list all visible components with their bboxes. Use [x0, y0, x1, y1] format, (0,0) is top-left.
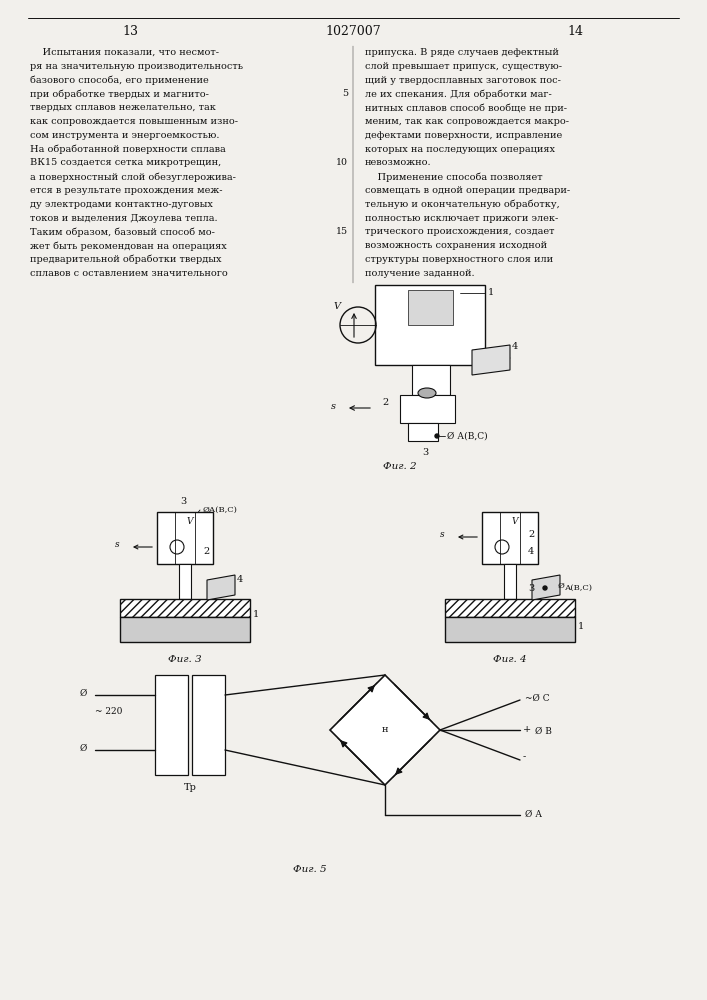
Text: 2: 2 — [203, 547, 209, 556]
Text: дефектами поверхности, исправление: дефектами поверхности, исправление — [365, 131, 562, 140]
Text: 1027007: 1027007 — [325, 25, 381, 38]
Circle shape — [543, 586, 547, 590]
Text: Ø А(В,С): Ø А(В,С) — [447, 432, 488, 441]
Text: ~ 220: ~ 220 — [95, 707, 122, 716]
Text: трического происхождения, создает: трического происхождения, создает — [365, 227, 554, 236]
Text: -: - — [523, 752, 526, 761]
Text: Ø В: Ø В — [535, 727, 552, 736]
Text: 14: 14 — [567, 25, 583, 38]
Text: сом инструмента и энергоемкостью.: сом инструмента и энергоемкостью. — [30, 131, 219, 140]
Text: Таким образом, базовый способ мо-: Таким образом, базовый способ мо- — [30, 227, 215, 237]
Text: при обработке твердых и магнито-: при обработке твердых и магнито- — [30, 89, 209, 99]
Text: структуры поверхностного слоя или: структуры поверхностного слоя или — [365, 255, 553, 264]
Text: щий у твердосплавных заготовок пос-: щий у твердосплавных заготовок пос- — [365, 76, 561, 85]
Text: предварительной обработки твердых: предварительной обработки твердых — [30, 255, 221, 264]
Bar — [504, 564, 516, 599]
Text: 3: 3 — [422, 448, 428, 457]
Text: нитных сплавов способ вообще не при-: нитных сплавов способ вообще не при- — [365, 103, 567, 113]
Ellipse shape — [418, 388, 436, 398]
Text: ØА(В,С): ØА(В,С) — [203, 506, 238, 514]
Text: возможность сохранения исходной: возможность сохранения исходной — [365, 241, 547, 250]
Text: 3: 3 — [180, 497, 186, 506]
Text: ря на значительную производительность: ря на значительную производительность — [30, 62, 243, 71]
Text: +: + — [523, 725, 531, 734]
Text: тельную и окончательную обработку,: тельную и окончательную обработку, — [365, 200, 560, 209]
Polygon shape — [472, 345, 510, 375]
Text: 5: 5 — [342, 89, 348, 98]
Text: Ø: Ø — [80, 689, 87, 698]
Text: ле их спекания. Для обработки маг-: ле их спекания. Для обработки маг- — [365, 89, 551, 99]
Text: Фиг. 3: Фиг. 3 — [168, 655, 201, 664]
Text: 10: 10 — [336, 158, 348, 167]
Bar — [408, 290, 453, 325]
Text: которых на последующих операциях: которых на последующих операциях — [365, 145, 555, 154]
Bar — [120, 617, 250, 642]
Text: s: s — [440, 530, 445, 539]
Text: А(В,С): А(В,С) — [565, 584, 593, 592]
Text: V: V — [512, 517, 518, 526]
Bar — [120, 599, 250, 617]
Bar — [408, 423, 438, 441]
Text: совмещать в одной операции предвари-: совмещать в одной операции предвари- — [365, 186, 570, 195]
Bar — [157, 512, 213, 564]
Bar — [412, 365, 450, 395]
Text: 2: 2 — [382, 398, 388, 407]
Text: а поверхностный слой обезуглерожива-: а поверхностный слой обезуглерожива- — [30, 172, 236, 182]
Text: меним, так как сопровождается макро-: меним, так как сопровождается макро- — [365, 117, 569, 126]
Text: базового способа, его применение: базового способа, его применение — [30, 76, 209, 85]
Text: полностью исключает прижоги элек-: полностью исключает прижоги элек- — [365, 214, 559, 223]
Text: 13: 13 — [122, 25, 138, 38]
Text: На обработанной поверхности сплава: На обработанной поверхности сплава — [30, 145, 226, 154]
Text: 1: 1 — [253, 610, 259, 619]
Text: 2: 2 — [528, 530, 534, 539]
Text: как сопровождается повышенным изно-: как сопровождается повышенным изно- — [30, 117, 238, 126]
Bar — [375, 285, 485, 365]
Text: припуска. В ряде случаев дефектный: припуска. В ряде случаев дефектный — [365, 48, 559, 57]
Text: жет быть рекомендован на операциях: жет быть рекомендован на операциях — [30, 241, 227, 251]
Text: невозможно.: невозможно. — [365, 158, 432, 167]
Text: V: V — [334, 302, 341, 311]
Text: Фиг. 4: Фиг. 4 — [493, 655, 527, 664]
Text: получение заданной.: получение заданной. — [365, 269, 474, 278]
Text: токов и выделения Джоулева тепла.: токов и выделения Джоулева тепла. — [30, 214, 218, 223]
Text: Ø А: Ø А — [525, 810, 542, 819]
Bar — [445, 599, 575, 617]
Text: 1: 1 — [488, 288, 494, 297]
Bar — [482, 512, 538, 564]
Polygon shape — [207, 575, 235, 600]
Text: н: н — [382, 726, 388, 734]
Text: 3: 3 — [528, 584, 534, 593]
Text: ется в результате прохождения меж-: ется в результате прохождения меж- — [30, 186, 223, 195]
Text: твердых сплавов нежелательно, так: твердых сплавов нежелательно, так — [30, 103, 216, 112]
Text: Ø: Ø — [80, 744, 87, 753]
Text: Испытания показали, что несмот-: Испытания показали, что несмот- — [30, 48, 219, 57]
Text: s: s — [115, 540, 119, 549]
Bar — [179, 564, 191, 599]
Text: Фиг. 2: Фиг. 2 — [383, 462, 417, 471]
Text: V: V — [187, 517, 194, 526]
Text: 4: 4 — [512, 342, 518, 351]
Text: 4: 4 — [237, 575, 243, 584]
Text: ду электродами контактно-дуговых: ду электродами контактно-дуговых — [30, 200, 213, 209]
Text: 15: 15 — [336, 227, 348, 236]
Text: ВК15 создается сетка микротрещин,: ВК15 создается сетка микротрещин, — [30, 158, 221, 167]
Text: слой превышает припуск, существую-: слой превышает припуск, существую- — [365, 62, 562, 71]
Bar — [445, 617, 575, 642]
Bar — [400, 395, 455, 423]
Text: s: s — [331, 402, 336, 411]
Text: Тр: Тр — [184, 783, 197, 792]
Text: Фиг. 5: Фиг. 5 — [293, 865, 327, 874]
Text: 1: 1 — [578, 622, 584, 631]
Circle shape — [435, 434, 439, 438]
Text: Применение способа позволяет: Применение способа позволяет — [365, 172, 543, 182]
Bar — [155, 675, 188, 775]
Bar — [192, 675, 225, 775]
Polygon shape — [532, 575, 560, 600]
Text: ~Ø С: ~Ø С — [525, 694, 549, 703]
Text: сплавов с оставлением значительного: сплавов с оставлением значительного — [30, 269, 228, 278]
Polygon shape — [330, 675, 440, 785]
Text: 4: 4 — [528, 547, 534, 556]
Text: Ø: Ø — [558, 582, 565, 590]
